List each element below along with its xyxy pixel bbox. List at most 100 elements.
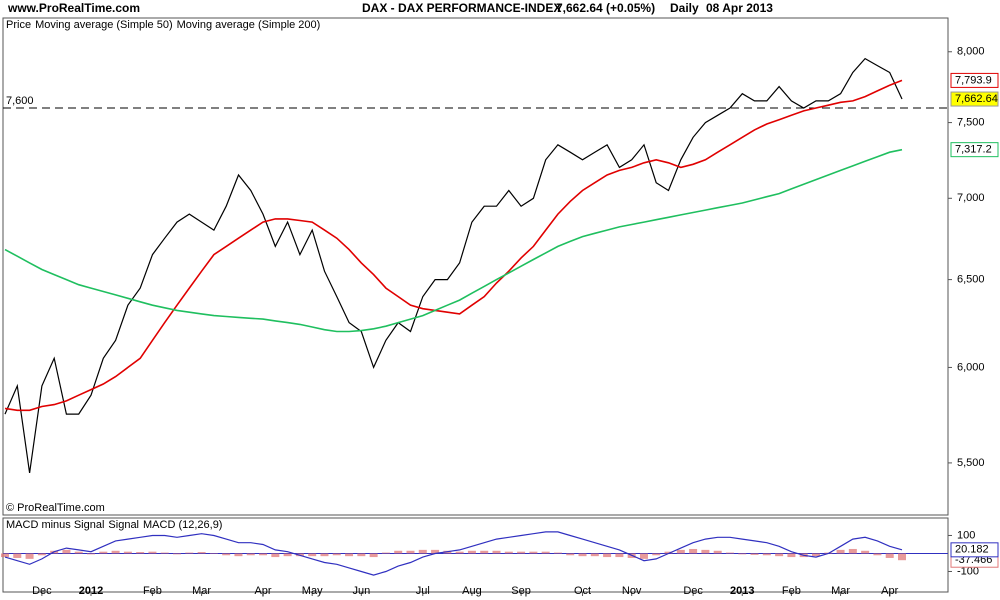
histogram-bar [197,552,206,554]
x-tick-label: Mar [831,585,850,597]
series-line [4,531,903,576]
histogram-bar [713,550,722,554]
histogram-bar [529,551,538,554]
histogram-bar [111,550,120,554]
histogram-bar [87,553,96,555]
histogram-bar [320,553,329,557]
value-tag [950,542,999,558]
legend-entry: Moving average (Simple 200) [177,19,321,31]
x-tick-label: Feb [782,585,801,597]
histogram-bar [74,551,83,554]
legend-entry: MACD minus Signal [6,519,104,531]
histogram-bar [332,553,341,556]
y-tick-label: 8,000 [957,46,985,58]
quote: 7,662.64 (+0.05%) [556,1,655,15]
value-tag-label: 7,793.9 [955,74,992,86]
histogram-bar [394,550,403,554]
value-tag-label: 20.182 [955,544,989,556]
histogram-bar [259,553,268,556]
histogram-bar [381,552,390,554]
histogram-bar [283,553,292,557]
histogram-bar [246,553,255,556]
histogram-bar [480,550,489,554]
histogram-bar [37,553,46,556]
legend-entry: Price [6,19,31,31]
x-tick-label: Apr [254,585,271,597]
histogram-bar [99,551,108,554]
y-tick-label: -100 [957,565,979,577]
histogram-bar [701,549,710,554]
histogram-bar [639,553,648,559]
y-tick-label: 5,500 [957,457,985,469]
histogram-bar [590,553,599,557]
histogram-bar [136,552,145,554]
y-tick-label: 6,500 [957,274,985,286]
series-line [4,57,903,473]
histogram-bar [345,553,354,557]
histogram-bar [504,551,513,554]
x-tick-label: Oct [574,585,591,597]
histogram-bar [738,553,747,555]
y-tick-label: 7,000 [957,192,985,204]
period: Daily [670,1,699,15]
histogram-bar [234,553,243,557]
x-tick-label: Aug [462,585,482,597]
histogram-bar [885,553,894,558]
histogram-bar [615,553,624,558]
histogram-bar [148,551,157,554]
histogram-bar [750,553,759,555]
histogram-bar [762,553,771,556]
x-tick-label: Sep [511,585,531,597]
footer: © ProRealTime.com [6,502,105,514]
histogram-bar [898,553,906,561]
histogram-bar [418,549,427,554]
histogram-bar [455,551,464,554]
histogram-bar [689,548,698,554]
x-tick-label: Mar [192,585,211,597]
histogram-bar [431,549,440,554]
histogram-bar [308,553,317,557]
x-tick-label: 2013 [730,585,754,597]
histogram-bar [775,553,784,557]
histogram-bar [676,549,685,554]
histogram-bar [836,549,845,554]
series-line [4,79,903,412]
histogram-bar [160,552,169,554]
histogram-bar [1,553,9,558]
date: 08 Apr 2013 [706,1,773,15]
value-tag-label: 7,317.2 [955,144,992,156]
histogram-bar [861,550,870,554]
histogram-bar [553,552,562,554]
histogram-bar [873,553,882,556]
x-tick-label: Feb [143,585,162,597]
value-tag-label: 7,662.64 [955,93,998,105]
histogram-bar [664,551,673,554]
value-tag [950,142,999,158]
series-line [4,148,903,333]
value-tag [950,72,999,88]
histogram-bar [123,551,132,554]
histogram-bar [369,553,378,558]
histogram-bar [492,550,501,554]
instrument: DAX - DAX PERFORMANCE-INDEX [362,1,561,15]
x-tick-label: Dec [32,585,52,597]
y-tick-label: 6,000 [957,361,985,373]
histogram-bar [541,551,550,554]
value-tag [950,91,999,107]
histogram-bar [652,553,661,556]
histogram-bar [603,553,612,558]
reference-label: 7,600 [6,95,34,107]
x-tick-label: Apr [881,585,898,597]
histogram-bar [725,552,734,554]
histogram-bar [222,553,231,556]
histogram-bar [811,553,820,557]
histogram-bar [173,553,182,555]
histogram-bar [566,553,575,556]
price-panel [2,17,949,516]
histogram-bar [185,552,194,554]
x-tick-label: Nov [622,585,642,597]
x-tick-label: Dec [683,585,703,597]
legend-entry: Moving average (Simple 50) [35,19,173,31]
